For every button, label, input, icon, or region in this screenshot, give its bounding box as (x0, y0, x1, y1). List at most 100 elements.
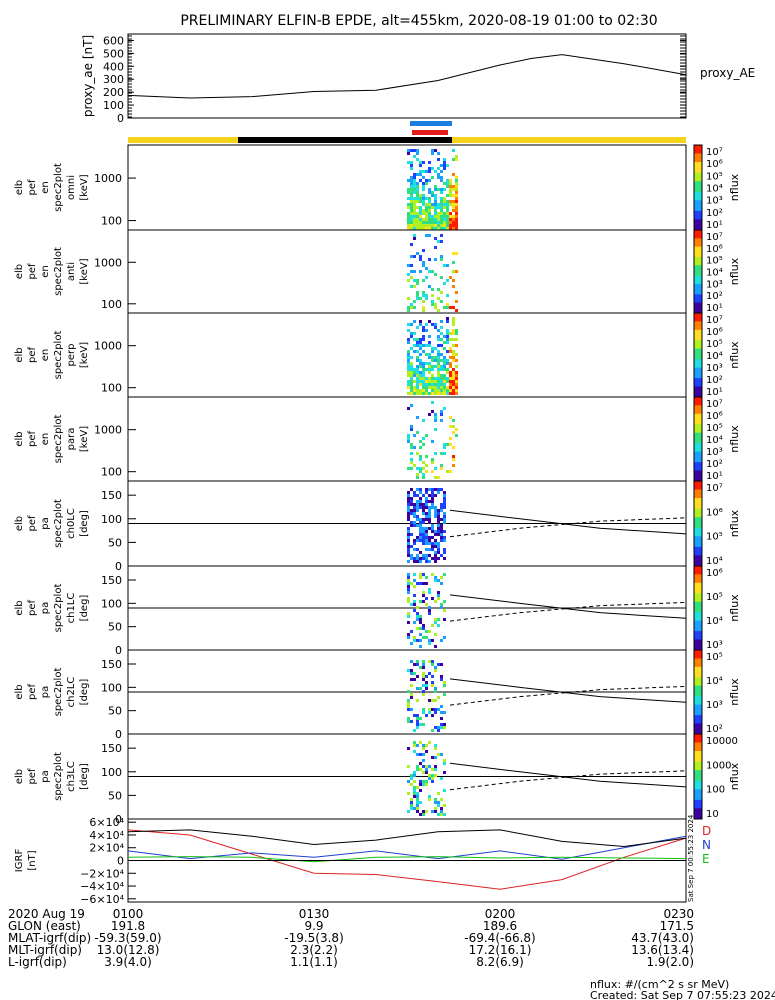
spec-pixel (452, 386, 455, 389)
spec-pixel (452, 368, 455, 371)
pa-pixel (416, 506, 419, 509)
colorbar-tick-label: 10⁷ (706, 399, 723, 410)
panel-frame (127, 229, 687, 314)
spec-pixel (449, 306, 452, 309)
colorbar-cell (694, 265, 702, 268)
spec-pixel (422, 197, 425, 200)
colorbar-cell (694, 624, 702, 628)
spec-pixel (425, 206, 428, 209)
spec-pixel (413, 209, 416, 212)
pa-pixel (416, 675, 419, 678)
colorbar-cell (694, 698, 702, 701)
spec-pixel (443, 212, 446, 215)
colorbar-tick-label: 10⁴ (706, 268, 723, 279)
colorbar-cell (694, 721, 702, 724)
spec-pixel (422, 221, 425, 224)
pa-pixel (428, 699, 431, 702)
pa-pixel (407, 536, 410, 539)
spec-pixel (452, 419, 455, 422)
panel-ylabel: spec2plot (53, 752, 64, 801)
spec-pixel (407, 227, 410, 230)
pa-pixel (428, 672, 431, 675)
pa-pixel (416, 723, 419, 726)
spec-pixel (431, 224, 434, 227)
colorbar-cell (694, 774, 702, 777)
pa-pixel (437, 545, 440, 548)
spec-pixel (434, 170, 437, 173)
pa-pixel (416, 494, 419, 497)
colorbar-cell (694, 236, 702, 239)
spec-pixel (440, 386, 443, 389)
spec-pixel (422, 227, 425, 230)
spec-pixel (455, 215, 458, 218)
spec-pixel (452, 320, 455, 323)
spec-pixel (440, 410, 443, 413)
spec-pixel (419, 458, 422, 461)
spec-pixel (446, 200, 449, 203)
spec-pixel (419, 258, 422, 261)
spec-pixel (410, 452, 413, 455)
pa-pixel (413, 603, 416, 606)
spec-pixel (416, 215, 419, 218)
spec-pixel (434, 416, 437, 419)
spec-pixel (440, 413, 443, 416)
spec-pixel (416, 386, 419, 389)
panel-ylabel: pef (27, 515, 38, 532)
pa-pixel (437, 579, 440, 582)
spec-pixel (431, 368, 434, 371)
spec-pixel (440, 320, 443, 323)
pa-pixel (422, 530, 425, 533)
pa-pixel (440, 678, 443, 681)
spec-pixel (434, 380, 437, 383)
spec-pixel (437, 206, 440, 209)
colorbar-cell (694, 689, 702, 693)
pa-pixel (431, 545, 434, 548)
spec-pixel (446, 206, 449, 209)
pa-pixel (419, 717, 422, 720)
spec-pixel (425, 389, 428, 392)
pa-pixel (434, 554, 437, 557)
colorbar-cell (694, 238, 702, 241)
spec-pixel (407, 365, 410, 368)
pa-pixel (431, 684, 434, 687)
footer-cell: MLT-igrf(dip) (8, 943, 82, 957)
pa-pixel (413, 503, 416, 506)
pa-pixel (431, 675, 434, 678)
colorbar-cell (694, 411, 702, 415)
pa-pixel (413, 678, 416, 681)
colorbar-cell (694, 474, 702, 478)
pa-pixel (443, 521, 446, 524)
spec-pixel (452, 200, 455, 203)
pa-pixel (413, 807, 416, 810)
pa-pixel (440, 536, 443, 539)
spec-pixel (452, 359, 455, 362)
pa-pixel (443, 512, 446, 515)
pa-pixel (443, 500, 446, 503)
spec-pixel (443, 224, 446, 227)
colorbar-cell (694, 591, 702, 594)
spec-pixel (410, 404, 413, 407)
pa-pixel (428, 509, 431, 512)
spec-pixel (449, 389, 452, 392)
spec-pixel (410, 306, 413, 309)
loss-cone-line (449, 594, 687, 619)
pa-pixel (410, 798, 413, 801)
pa-pixel (407, 792, 410, 795)
spec-pixel (443, 167, 446, 170)
pa-pixel (437, 792, 440, 795)
spec-pixel (434, 185, 437, 188)
colorbar-cell (694, 405, 702, 408)
colorbar-cell (694, 183, 702, 186)
colorbar-cell (694, 185, 702, 188)
spec-pixel (428, 224, 431, 227)
spec-pixel (437, 362, 440, 365)
spec-pixel (428, 227, 431, 230)
pa-pixel (407, 494, 410, 497)
spec-pixel (410, 368, 413, 371)
spec-pixel (431, 356, 434, 359)
spec-pixel (425, 221, 428, 224)
pa-pixel (416, 717, 419, 720)
spec-pixel (410, 386, 413, 389)
